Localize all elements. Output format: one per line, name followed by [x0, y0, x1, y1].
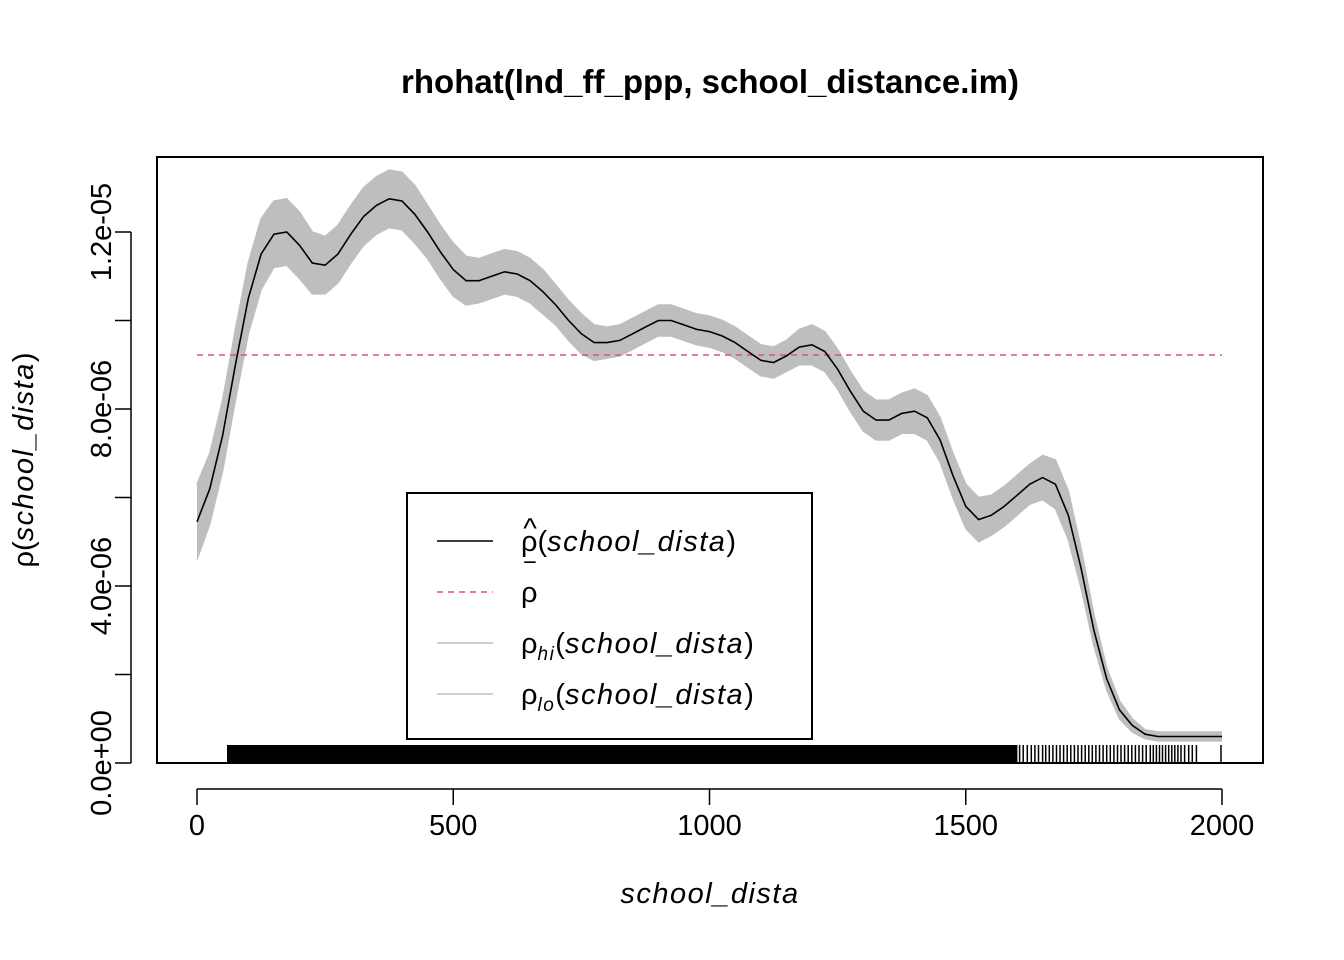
rho-hat-path — [196, 197, 1222, 738]
confidence-band — [196, 169, 1222, 742]
legend-close-paren: ) — [726, 526, 736, 558]
y-tick-label: 1.2e-05 — [86, 183, 118, 281]
legend-open-paren: ( — [555, 628, 565, 660]
y-axis-label-open: ( — [8, 541, 40, 551]
x-tick-label: 0 — [189, 810, 205, 842]
rho-lo-line — [196, 226, 1222, 742]
legend-label-4: ρlo(school_dista) — [521, 679, 754, 716]
legend-rho: ρ — [521, 577, 538, 609]
legend-open-paren: ( — [538, 526, 548, 558]
legend-close-paren: ) — [744, 679, 754, 711]
legend-close-paren: ) — [744, 628, 754, 660]
chart-title: rhohat(lnd_ff_ppp, school_distance.im) — [401, 63, 1019, 100]
rho-hi-line — [196, 169, 1222, 733]
legend-accent: ^ — [523, 513, 537, 545]
legend-subscript: lo — [538, 695, 556, 716]
legend-rho: ρ — [521, 628, 538, 660]
legend-label-3: ρhi(school_dista) — [521, 628, 754, 665]
legend-subscript: hi — [538, 644, 556, 665]
y-axis-label-rho: ρ — [8, 551, 40, 568]
rug-marks — [227, 745, 1222, 763]
legend-box — [406, 492, 813, 740]
x-axis: 0 500 1000 1500 2000 — [189, 788, 1255, 842]
y-tick-label: 4.0e-06 — [86, 537, 118, 635]
legend-accent: ‾ — [524, 559, 536, 591]
y-axis-label: ρ(school_dista) — [8, 352, 40, 567]
x-axis-label: school_dista — [620, 878, 799, 910]
y-axis-label-var: school_dista — [8, 362, 40, 541]
legend-argument: school_dista — [547, 526, 726, 558]
confidence-band-area — [197, 170, 1222, 741]
legend-rho: ρ — [521, 526, 538, 558]
plot-frame — [156, 156, 1264, 764]
legend-label-1: ρ(school_dista) — [521, 526, 736, 558]
x-tick-label: 500 — [429, 810, 477, 842]
x-tick-label: 1500 — [933, 810, 998, 842]
rho-hat-line — [196, 197, 1222, 738]
x-tick-label: 2000 — [1190, 810, 1255, 842]
legend-label-2: ρ — [521, 577, 538, 609]
legend-open-paren: ( — [555, 679, 565, 711]
legend-rho: ρ — [521, 679, 538, 711]
y-axis: 0.0e+00 4.0e-06 8.0e-06 1.2e-05 — [86, 183, 132, 816]
legend-argument: school_dista — [565, 679, 744, 711]
legend-argument: school_dista — [565, 628, 744, 660]
x-tick-label: 1000 — [677, 810, 742, 842]
y-tick-label: 0.0e+00 — [86, 710, 118, 816]
legend: ρ(school_dista)^ρ‾ρhi(school_dista)ρlo(s… — [406, 492, 813, 740]
y-tick-label: 8.0e-06 — [86, 360, 118, 458]
y-axis-label-close: ) — [8, 352, 40, 362]
